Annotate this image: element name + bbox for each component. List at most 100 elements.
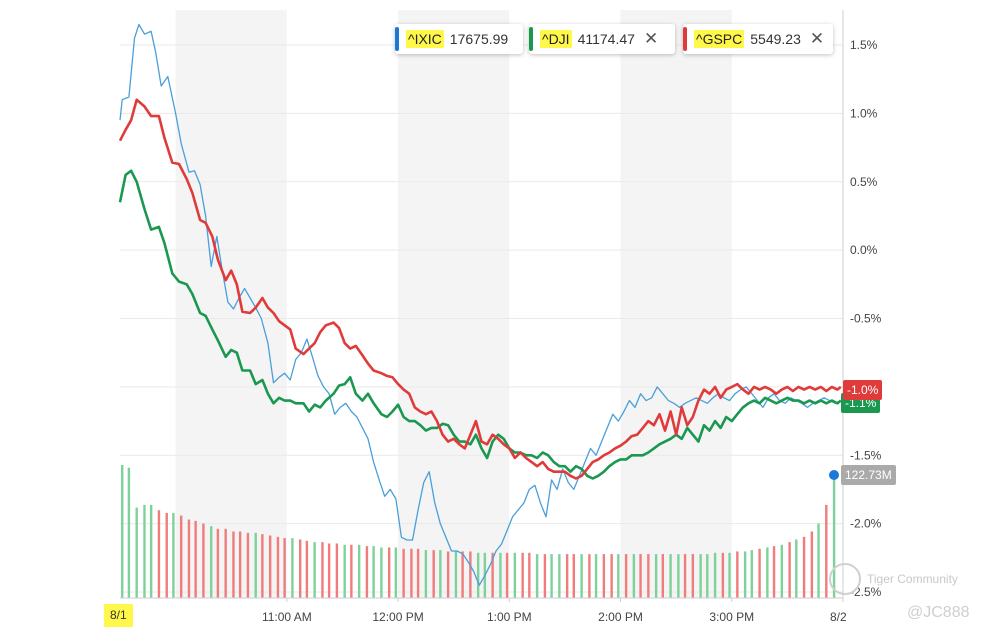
volume-bar [743,551,747,598]
volume-bar [572,554,576,598]
volume-bar [357,544,361,598]
volume-bar [521,552,524,598]
volume-bar [321,542,324,598]
volume-marker-dot [829,470,839,480]
volume-bar [454,551,458,598]
volume-bar [149,504,153,598]
volume-bar [565,554,569,598]
x-tick-label: 12:00 PM [372,610,423,624]
volume-bar [610,554,613,598]
volume-bar [713,552,717,598]
volume-bar [639,554,642,598]
volume-bar [661,554,665,598]
series-line-gspc [118,98,842,480]
volume-bar [588,554,591,598]
ixic-symbol[interactable]: ^IXIC [406,30,444,48]
volume-bar [202,523,205,598]
volume-bar [461,551,464,598]
dji-color-bar [529,27,533,51]
volume-bar [758,548,761,598]
gspc-change-badge: -1.0% [843,380,883,400]
y-tick-label: 1.5% [850,38,878,52]
legend-gspc[interactable]: ^GSPC 5549.23 ✕ [683,24,833,54]
volume-bar [736,551,739,598]
volume-bar [410,548,413,598]
volume-bar [476,552,480,598]
volume-bar [780,544,784,598]
volume-bar [380,547,383,598]
y-tick-label: -1.5% [850,448,882,462]
volume-bar [802,536,806,598]
volume-bar [594,554,598,598]
volume-bar [602,554,606,598]
volume-bar [276,536,280,598]
y-tick-label: 0.5% [850,175,878,189]
volume-bar [157,510,161,598]
volume-bar [558,554,561,598]
volume-bar [343,544,346,598]
volume-bar [580,554,583,598]
volume-bar [350,544,353,598]
volume-bar [313,542,316,598]
volume-bar [416,548,420,598]
volume-bar [699,554,702,598]
volume-bar [298,539,302,598]
volume-bar [505,552,509,598]
volume-bar [135,507,138,598]
volume-bar [825,504,828,598]
volume-bar [283,538,286,598]
tiger-logo-icon [829,563,861,595]
volume-bar [543,554,547,598]
y-tick-label: -2.0% [850,517,882,531]
volume-bar [127,467,131,598]
session-band [175,10,287,598]
volume-bar [232,531,235,598]
ixic-value: 17675.99 [449,31,509,47]
volume-bar [143,504,146,598]
volume-bar [238,531,242,598]
x-tick-label: 11:00 AM [262,610,312,624]
volume-bar [216,528,220,598]
x-tick-label: 1:00 PM [487,610,532,624]
legend-dji[interactable]: ^DJI 41174.47 ✕ [529,24,675,54]
y-tick-label: -0.5% [850,312,882,326]
close-icon[interactable]: ✕ [809,29,825,48]
volume-bar [121,465,124,598]
volume-bar [446,551,450,598]
volume-bar [261,534,264,598]
legend-ixic[interactable]: ^IXIC 17675.99 [395,24,523,54]
ixic-color-bar [395,27,399,51]
x-tick-label: 3:00 PM [709,610,754,624]
volume-bar [432,550,435,598]
volume-bar [817,523,820,598]
volume-bar [291,538,294,598]
volume-bar [788,542,791,598]
y-axis: 1.5% 1.0% 0.5% 0.0% -0.5% -1.0% -1.5% -2.0% -2.5… [120,10,882,599]
volume-bar [810,531,814,598]
volume-bar [513,552,517,598]
session-band [398,10,510,598]
volume-bar [469,551,472,598]
volume-bar [268,535,272,598]
volume-bar [254,532,257,598]
x-start-label: 8/1 [104,604,133,627]
x-tick-label: 8/2 [830,610,847,624]
y-tick-label: -2.5% [850,585,882,599]
volume-bar [728,552,731,598]
volume-bar [677,554,680,598]
x-axis: 11:00 AM 12:00 PM 1:00 PM 2:00 PM 3:00 PM 8/2 [262,598,847,624]
volume-bar [721,552,725,598]
volume-bar [624,554,628,598]
dji-symbol[interactable]: ^DJI [540,30,572,48]
volume-bar [654,554,658,598]
volume-bar [327,543,331,598]
volume-bar [683,554,687,598]
gspc-symbol[interactable]: ^GSPC [694,30,745,48]
close-icon[interactable]: ✕ [643,29,659,48]
series-lines [118,23,842,586]
volume-bar [335,543,339,598]
volume-bar [224,528,227,598]
volume-bar [402,548,405,598]
volume-bar [691,554,695,598]
volume-bar [499,552,502,598]
